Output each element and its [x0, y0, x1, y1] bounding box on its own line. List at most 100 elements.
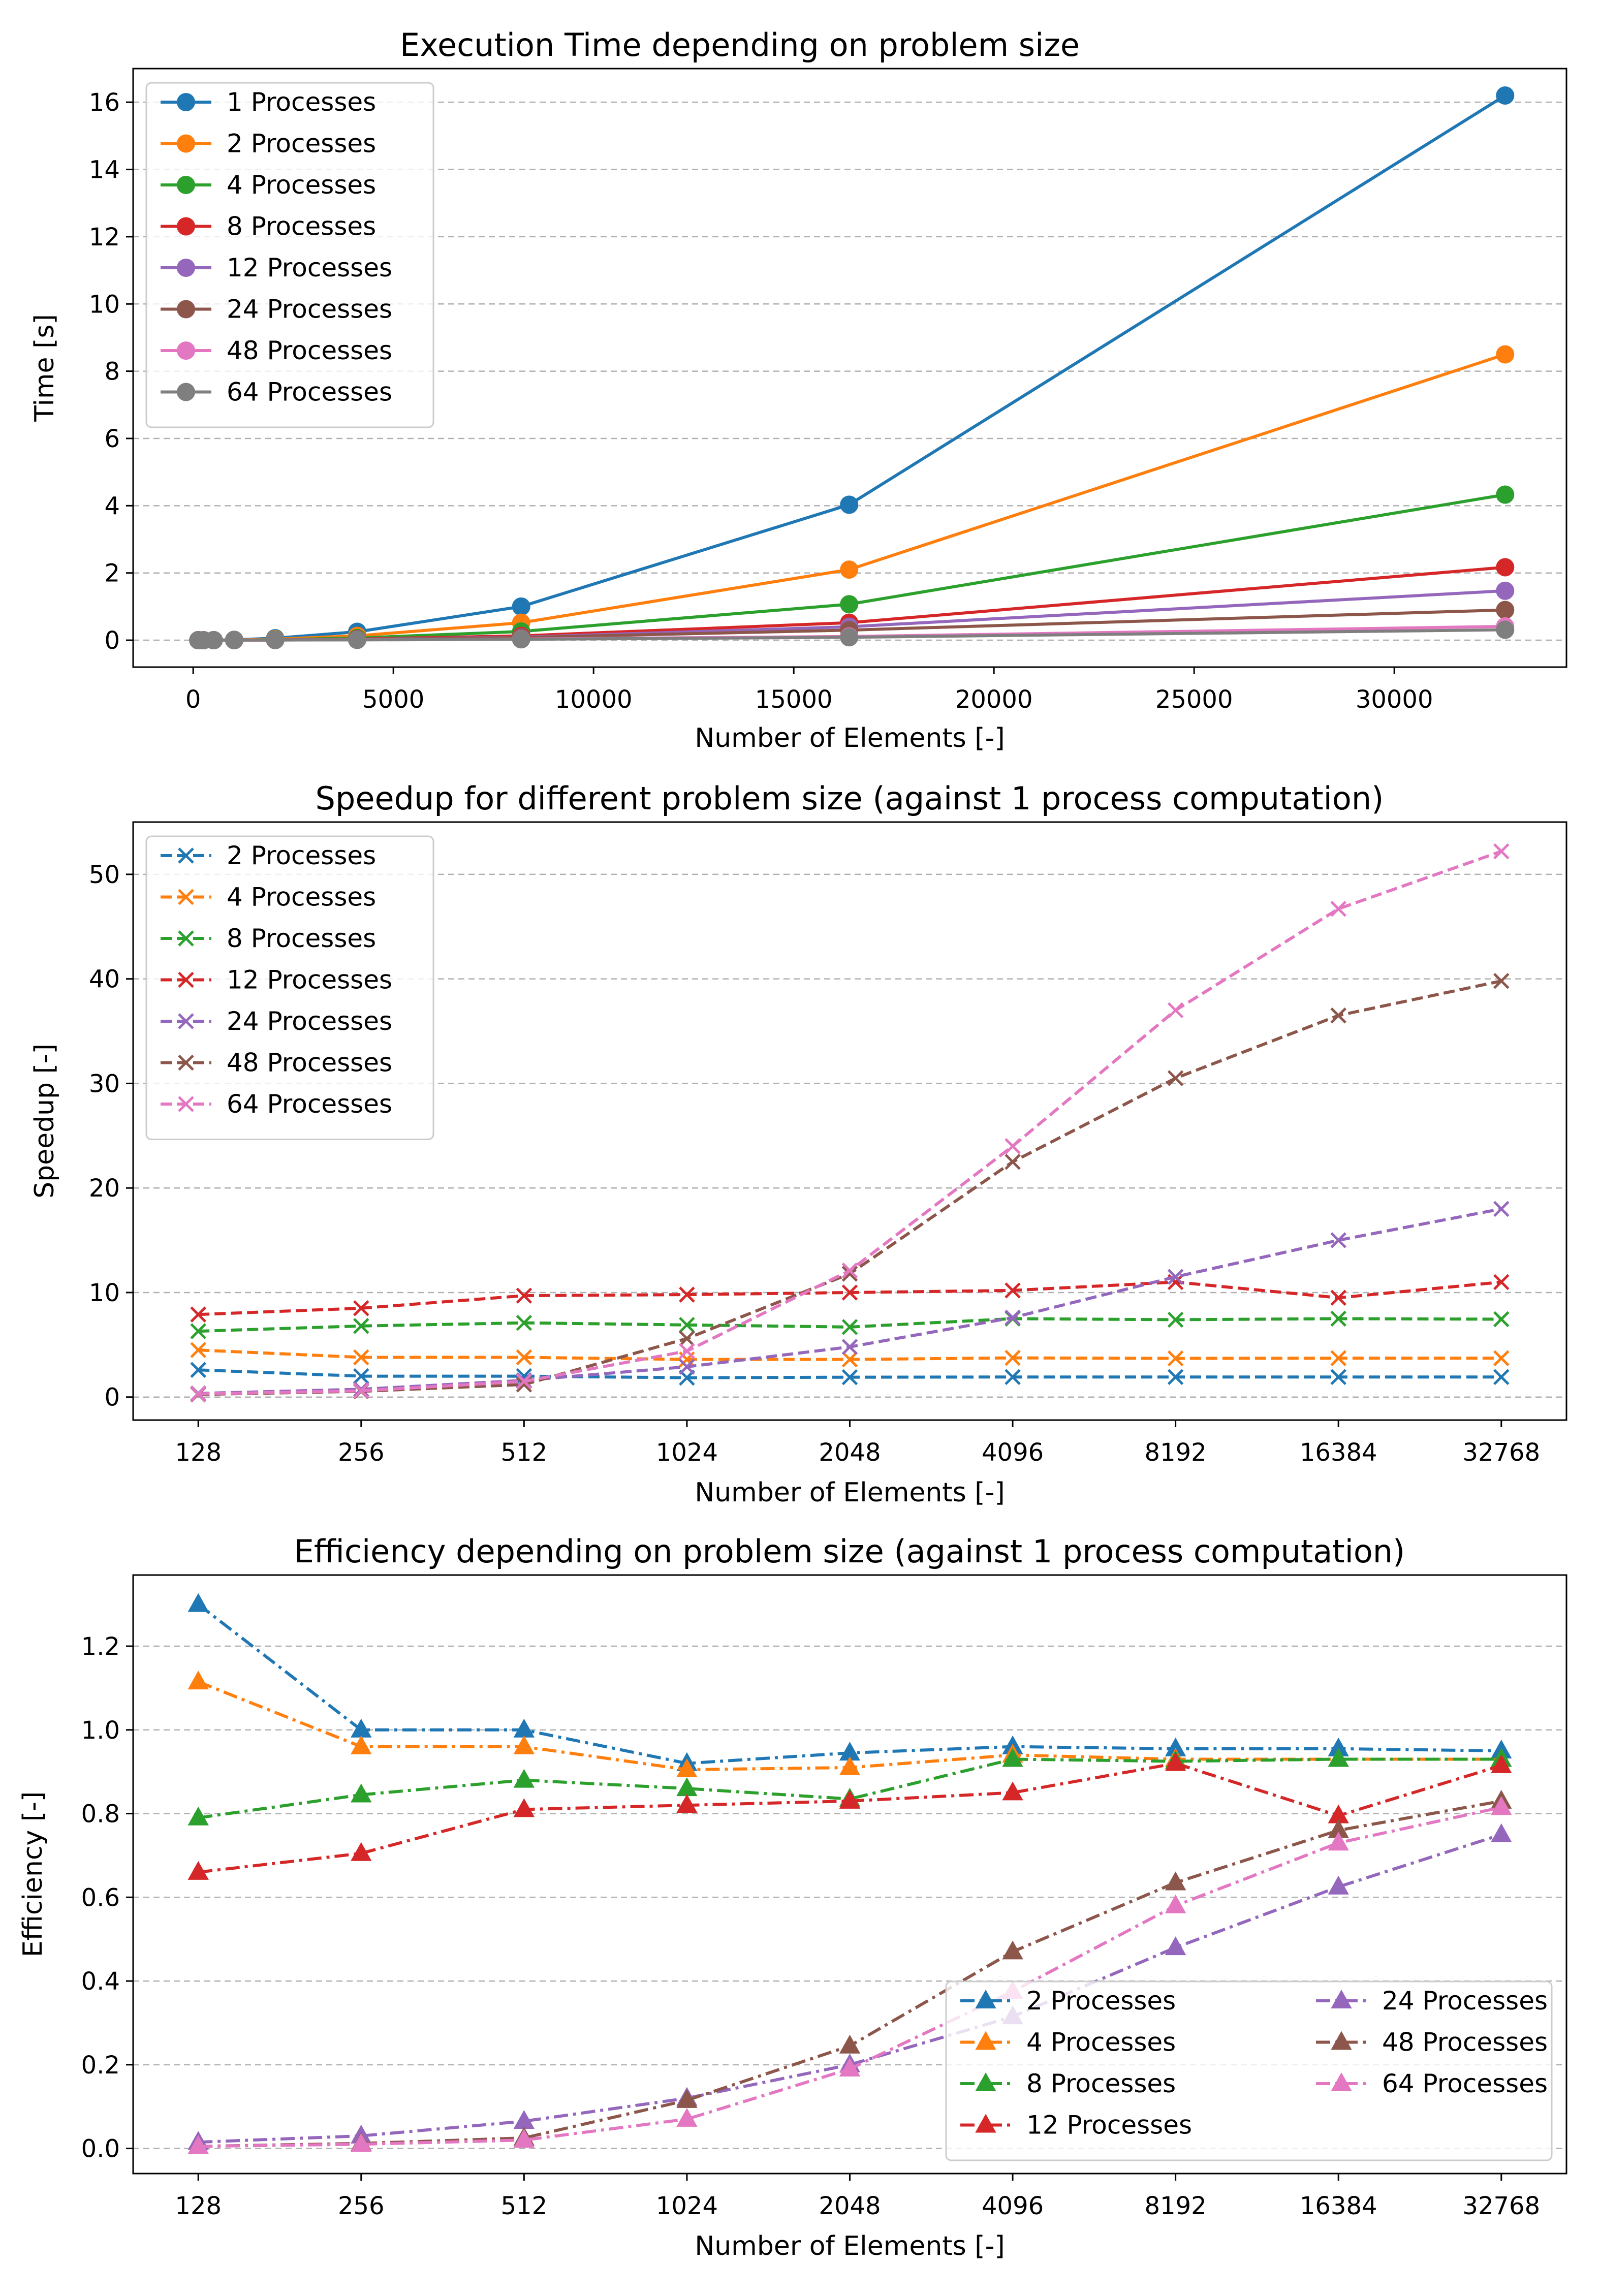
data-point — [840, 495, 859, 514]
y-tick-label: 0 — [104, 1383, 120, 1412]
x-tick-label: 15000 — [755, 685, 833, 714]
x-tick-label: 256 — [338, 2192, 385, 2220]
legend-label: 4 Processes — [227, 170, 376, 200]
data-point — [679, 1359, 695, 1375]
legend-item: 24 Processes — [1316, 1986, 1548, 2016]
x-tick-label: 8192 — [1145, 1438, 1207, 1467]
y-tick-label: 0.6 — [81, 1883, 120, 1912]
legend-marker — [177, 341, 195, 360]
series-line — [198, 1207, 1502, 1395]
data-point — [512, 630, 530, 649]
data-point — [1165, 1871, 1186, 1891]
legend-item: 12 Processes — [960, 2111, 1192, 2140]
legend-marker — [178, 847, 194, 864]
data-point — [840, 595, 859, 614]
legend-label: 48 Processes — [227, 336, 392, 365]
data-point — [187, 2135, 209, 2154]
x-tick-label: 512 — [501, 1438, 548, 1467]
data-point — [1496, 581, 1515, 600]
legend-item: 8 Processes — [161, 212, 376, 241]
y-tick-label: 6 — [104, 425, 120, 453]
legend-label: 12 Processes — [227, 253, 392, 282]
x-tick-label: 8192 — [1145, 2192, 1207, 2220]
series-line — [198, 1280, 1502, 1316]
data-point — [1496, 620, 1515, 639]
series-24-processes — [190, 1201, 1510, 1402]
legend-marker — [1331, 1989, 1352, 2008]
data-point — [841, 1284, 858, 1301]
x-tick-label: 4096 — [982, 2192, 1044, 2220]
data-point — [187, 1806, 209, 1826]
legend-marker — [1331, 2072, 1352, 2091]
data-point — [190, 1362, 206, 1378]
data-point — [266, 631, 285, 649]
data-point — [839, 2034, 861, 2054]
x-tick-label: 2048 — [819, 1438, 881, 1467]
x-tick-label: 25000 — [1155, 685, 1233, 714]
legend: 1 Processes 2 Processes 4 Processes 8 Proce… — [145, 82, 434, 428]
legend-marker — [177, 259, 195, 277]
legend-label: 24 Processes — [1382, 1986, 1548, 2016]
chart-title: Speedup for different problem size (agai… — [316, 780, 1384, 817]
data-point — [1167, 1070, 1184, 1086]
y-tick-label: 1.2 — [81, 1632, 120, 1661]
data-point — [679, 1316, 695, 1333]
data-point — [516, 1287, 532, 1304]
y-tick-label: 20 — [89, 1174, 120, 1203]
data-point — [841, 1319, 858, 1335]
x-tick-label: 30000 — [1356, 685, 1433, 714]
data-point — [839, 1789, 861, 1809]
y-tick-label: 0 — [104, 626, 120, 655]
data-point — [841, 1351, 858, 1368]
legend-marker — [975, 1989, 996, 2008]
data-point — [1165, 1752, 1186, 1771]
y-tick-label: 10 — [89, 290, 120, 319]
data-point — [1005, 1369, 1021, 1385]
data-point — [1167, 1002, 1184, 1019]
y-tick-label: 0.2 — [81, 2051, 120, 2080]
legend-label: 24 Processes — [227, 295, 392, 324]
data-point — [1328, 1832, 1349, 1851]
series-2-processes — [190, 1362, 1510, 1386]
data-point — [679, 1330, 695, 1347]
data-point — [1496, 345, 1515, 364]
legend-marker — [178, 930, 194, 947]
data-point — [513, 2129, 535, 2148]
data-point — [1002, 1748, 1023, 1767]
series-4-processes — [187, 1671, 1512, 1778]
data-point — [1002, 1781, 1023, 1801]
data-point — [353, 1349, 369, 1366]
x-tick-label: 4096 — [982, 1438, 1044, 1467]
data-point — [1493, 1311, 1510, 1328]
legend-marker — [178, 1013, 194, 1029]
data-point — [841, 1339, 858, 1355]
data-point — [679, 1286, 695, 1303]
data-point — [1005, 1309, 1021, 1326]
data-point — [839, 2058, 861, 2077]
series-2-processes — [187, 1593, 1512, 1771]
data-point — [1496, 558, 1515, 577]
legend: 2 Processes 4 Processes 8 Processes 12 Proc… — [945, 1980, 1553, 2161]
data-point — [1005, 1282, 1021, 1299]
data-point — [1330, 1350, 1346, 1366]
data-point — [676, 1794, 698, 1813]
y-axis-label: Time [s] — [29, 314, 60, 422]
x-axis-label: Number of Elements [-] — [695, 1477, 1005, 1508]
x-tick-label: 16384 — [1300, 1438, 1377, 1467]
data-point — [204, 631, 223, 649]
data-point — [351, 1842, 372, 1861]
legend-item: 12 Processes — [161, 965, 392, 995]
series-12-processes — [190, 1274, 1510, 1323]
series-8-processes — [190, 1310, 1510, 1339]
y-axis-label: Efficiency [-] — [18, 1791, 48, 1957]
y-axis-label: Speedup [-] — [29, 1044, 60, 1199]
x-tick-label: 5000 — [362, 685, 424, 714]
legend-label: 4 Processes — [1026, 2028, 1176, 2057]
y-tick-label: 8 — [104, 358, 120, 386]
legend-item: 48 Processes — [161, 1048, 392, 1078]
x-tick-label: 128 — [175, 2192, 222, 2220]
legend-marker — [975, 2114, 996, 2133]
data-point — [1330, 1310, 1346, 1327]
x-tick-label: 32768 — [1462, 1438, 1540, 1467]
legend-marker — [177, 93, 195, 111]
